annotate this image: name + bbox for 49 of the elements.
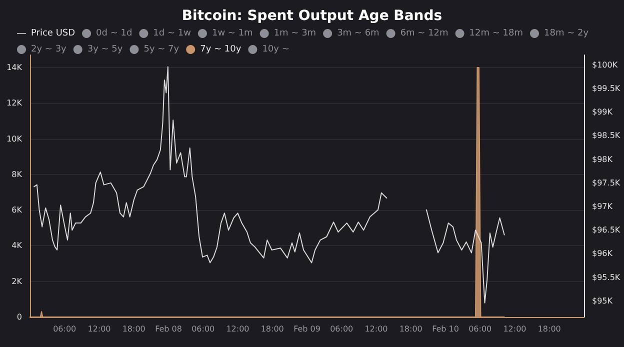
x-tick-label: 12:00 <box>503 324 526 334</box>
y-tick-label: 12K <box>6 98 23 108</box>
x-tick-label: 06:00 <box>192 324 215 334</box>
legend-label: 10y ~ <box>262 44 290 54</box>
chart-title: Bitcoin: Spent Output Age Bands <box>182 8 442 24</box>
y2-tick-label: $95.5K <box>592 272 621 282</box>
x-tick-label: 18:00 <box>399 324 422 334</box>
y-tick-label: 8K <box>12 170 23 179</box>
y2-tick-label: $97.5K <box>592 178 621 188</box>
legend-label: 2y ~ 3y <box>31 44 68 54</box>
legend-label: Price USD <box>31 28 76 38</box>
x-tick-label: 06:00 <box>330 324 354 334</box>
y-tick-label: 14K <box>6 62 23 72</box>
x-tick-label: 12:00 <box>226 324 250 334</box>
y2-tick-label: $100K <box>592 60 618 70</box>
y2-tick-label: $97K <box>592 202 614 212</box>
y2-tick-label: $96K <box>592 249 614 258</box>
y2-tick-label: $98K <box>592 154 614 164</box>
x-tick-label: Feb 10 <box>432 324 459 334</box>
legend-label: 1d ~ 1w <box>153 28 191 38</box>
y-tick-label: 4K <box>12 241 23 250</box>
x-tick-label: 12:00 <box>364 324 388 334</box>
legend-label: 7y ~ 10y <box>200 44 242 54</box>
legend-label: 12m ~ 18m <box>469 28 523 38</box>
x-tick-label: 12:00 <box>88 324 111 334</box>
y-tick-label: 0 <box>16 312 22 322</box>
legend-label: 6m ~ 12m <box>400 28 448 38</box>
y-tick-label: 6K <box>12 206 23 215</box>
x-tick-label: 18:00 <box>260 324 284 334</box>
legend-label: 1w ~ 1m <box>212 28 253 38</box>
x-tick-label: 18:00 <box>538 324 561 334</box>
legend-label: 5y ~ 7y <box>144 44 180 54</box>
legend-label: 18m ~ 2y <box>544 28 590 38</box>
x-tick-label: Feb 09 <box>294 324 320 334</box>
y-tick-label: 2K <box>12 276 23 286</box>
x-tick-label: Feb 08 <box>155 324 182 334</box>
legend-label: 0d ~ 1d <box>96 28 132 38</box>
y2-tick-label: $95K <box>592 296 614 306</box>
legend-label: 3y ~ 5y <box>87 44 124 54</box>
x-tick-label: 06:00 <box>53 324 76 334</box>
y-tick-label: 10K <box>6 134 23 144</box>
y2-tick-label: $98.5K <box>592 131 621 140</box>
x-tick-label: 18:00 <box>122 324 146 334</box>
y2-tick-label: $99K <box>592 108 614 117</box>
x-tick-label: 06:00 <box>468 324 492 334</box>
y2-tick-label: $99.5K <box>592 84 621 94</box>
legend-label: 3m ~ 6m <box>337 28 380 38</box>
legend-label: 1m ~ 3m <box>274 28 316 38</box>
y2-tick-label: $96.5K <box>592 226 621 235</box>
